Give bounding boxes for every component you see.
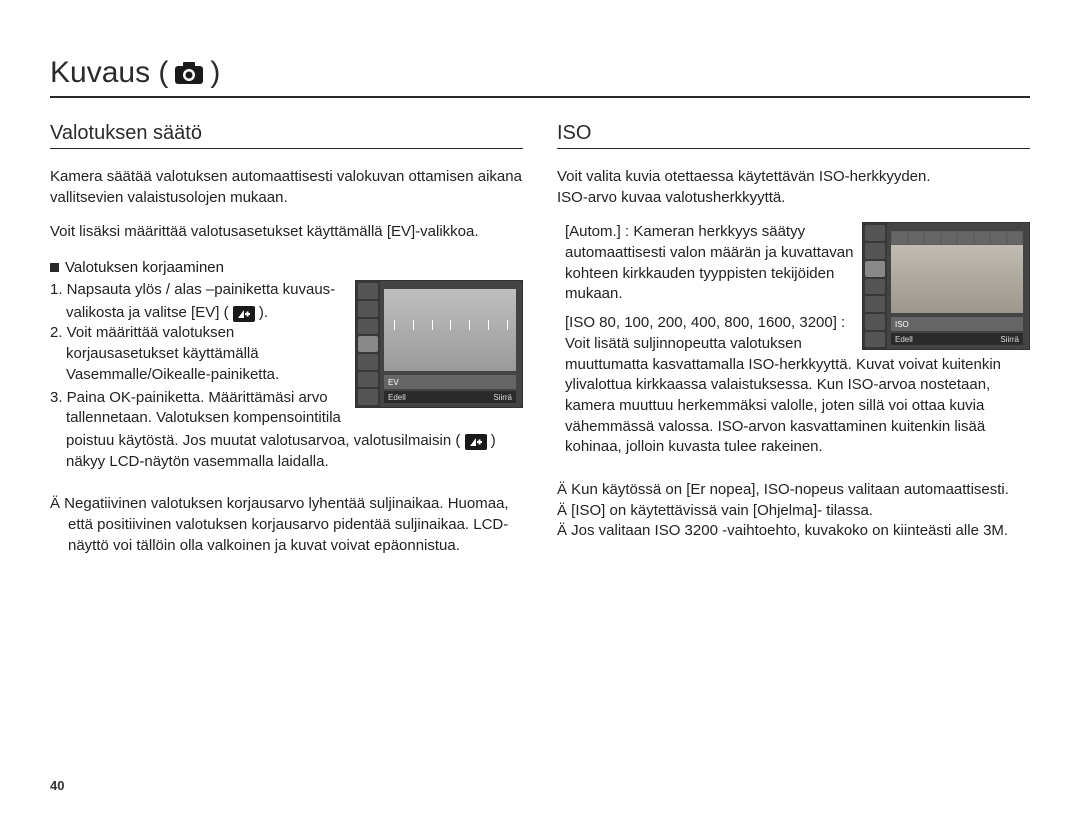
ev-icon-2 [465, 434, 487, 450]
exposure-note: Ä Negatiivinen valotuksen korjausarvo ly… [50, 494, 523, 556]
exposure-sub-label: Valotuksen korjaaminen [65, 259, 224, 276]
exposure-sub-heading: Valotuksen korjaaminen [50, 259, 523, 276]
ev-icon [233, 306, 255, 322]
section-heading-exposure: Valotuksen säätö [50, 122, 523, 149]
iso-body-2: muuttumatta kasvattamalla ISO-herkkyyttä… [557, 355, 1030, 458]
lcd-back-label: Edell [388, 393, 406, 402]
lcd-move-label-r: Siirrä [1000, 335, 1019, 344]
exposure-intro-2: Voit lisäksi määrittää valotusasetukset … [50, 222, 523, 243]
section-heading-iso: ISO [557, 122, 1030, 149]
lcd-preview-iso: ISO Edell Siirrä [862, 222, 1030, 350]
step-3c: ) [491, 432, 496, 449]
left-column: Valotuksen säätö Kamera säätää valotukse… [50, 122, 523, 556]
camera-icon [174, 61, 204, 85]
exposure-intro-1: Kamera säätää valotuksen automaattisesti… [50, 167, 523, 208]
step-1c: ). [259, 304, 268, 321]
lcd-preview-ev: EV Edell Siirrä [355, 280, 523, 408]
iso-intro-2: ISO-arvo kuvaa valotusherkkyyttä. [557, 188, 1030, 209]
lcd-move-label: Siirrä [493, 393, 512, 402]
title-close: ) [210, 56, 220, 90]
step-1b: valikosta ja valitse [EV] ( [66, 304, 229, 321]
lcd-ev-label: EV [384, 375, 516, 389]
page-title: Kuvaus ( ) [50, 56, 1030, 98]
step-3d: näkyy LCD-näytön vasemmalla laidalla. [50, 452, 523, 473]
right-column: ISO Voit valita kuvia otettaessa käytett… [557, 122, 1030, 556]
iso-note-1: Ä Kun käytössä on [Er nopea], ISO-nopeus… [557, 480, 1030, 501]
step-3b: poistuu käytöstä. Jos muutat valotusarvo… [66, 432, 460, 449]
step-3-cont: poistuu käytöstä. Jos muutat valotusarvo… [50, 431, 523, 452]
iso-note-3: Ä Jos valitaan ISO 3200 -vaihtoehto, kuv… [557, 521, 1030, 542]
title-text: Kuvaus ( [50, 56, 168, 90]
iso-note-2: Ä [ISO] on käytettävissä vain [Ohjelma]-… [557, 501, 1030, 522]
page-number: 40 [50, 778, 64, 793]
iso-intro-1: Voit valita kuvia otettaessa käytettävän… [557, 167, 1030, 188]
lcd-iso-label: ISO [891, 317, 1023, 331]
lcd-back-label-r: Edell [895, 335, 913, 344]
